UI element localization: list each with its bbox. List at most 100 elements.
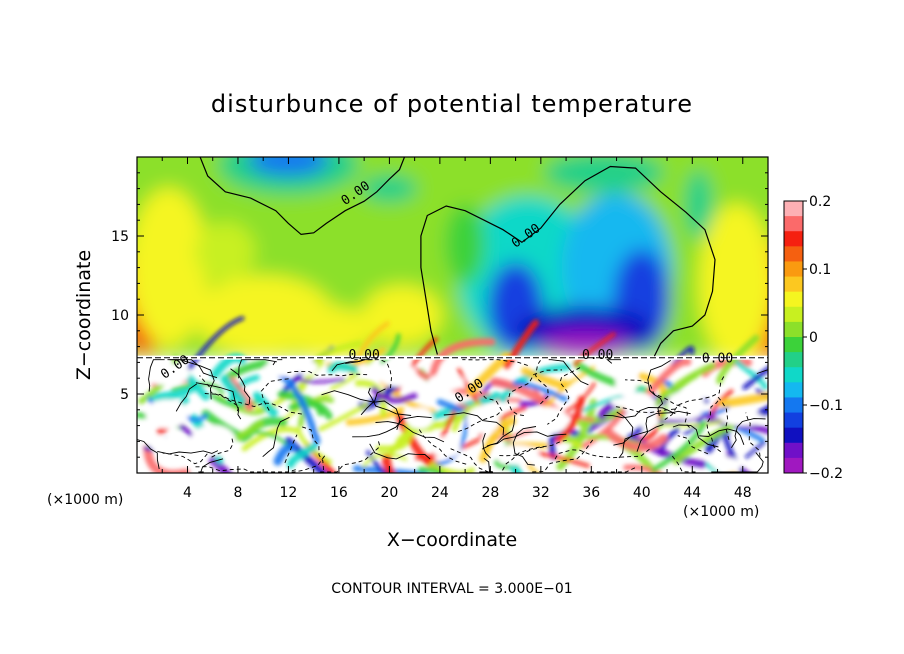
contour-negative: [547, 367, 581, 425]
x-axis-label: X−coordinate: [387, 529, 517, 551]
contour-positive: [195, 382, 242, 420]
lower-streak: [273, 442, 297, 466]
lower-streak: [366, 450, 387, 473]
x-unit-right: (×1000 m): [683, 504, 759, 520]
contour-negative: [354, 359, 392, 389]
x-tick-label: 32: [532, 485, 550, 501]
lower-streak: [371, 386, 418, 404]
chart-title: disturbunce of potential temperature: [211, 90, 693, 118]
contour-negative: [579, 467, 636, 473]
lower-layer: [137, 316, 768, 473]
contour-positive: [548, 359, 589, 386]
lower-pocket: [296, 360, 318, 375]
lower-streak: [171, 382, 225, 395]
lower-streak: [288, 399, 333, 420]
lower-streak: [653, 362, 716, 407]
colorbar: 0.2 0.1 0 −0.1 −0.2: [783, 194, 843, 482]
y-axis-label: Z−coordinate: [73, 250, 95, 380]
lower-streak: [512, 380, 568, 402]
field-blob: [195, 221, 256, 282]
lower-pocket: [145, 399, 189, 429]
contour-negative: [199, 375, 240, 412]
contour-positive: [699, 428, 745, 445]
contour-positive: [137, 439, 160, 470]
contour-positive: [331, 359, 365, 372]
contour-positive: [443, 412, 505, 436]
contour-positive: [175, 383, 198, 412]
lower-pocket: [622, 392, 655, 416]
lower-streak: [651, 420, 707, 473]
lower-streak: [312, 340, 363, 365]
y-tick-label: 15: [111, 229, 129, 245]
contour-positive: [238, 359, 277, 379]
plot-area: [137, 157, 768, 473]
contour-positive: [360, 388, 386, 416]
lower-streak: [429, 338, 496, 379]
lower-pocket: [407, 407, 434, 429]
field-blob: [445, 203, 486, 284]
contour-label-group: 0.00: [582, 348, 613, 363]
x-tick-label: 24: [431, 485, 449, 501]
colorbar-swatch: [784, 306, 803, 323]
lower-streak: [327, 361, 360, 374]
contour-positive: [482, 432, 491, 459]
contour-positive: [198, 458, 224, 473]
lower-pocket: [638, 413, 659, 429]
colorbar-swatch: [784, 246, 803, 262]
contour-negative: [211, 438, 234, 458]
contour-positive: [369, 443, 431, 460]
lower-streak: [580, 387, 645, 413]
lower-streak: [362, 452, 408, 468]
contour-label: 0.00: [702, 351, 733, 366]
contour-positive: [512, 426, 537, 466]
colorbar-tick-label: −0.1: [809, 398, 843, 414]
lower-pocket: [264, 360, 301, 377]
lower-pocket: [142, 363, 190, 385]
lower-streak: [187, 316, 245, 371]
contour-negative: [284, 434, 298, 464]
contour-positive: [262, 416, 290, 458]
contour-negative: [204, 393, 303, 415]
lower-streak: [521, 367, 567, 390]
contour-negative: [287, 370, 368, 377]
contour-negative: [745, 412, 761, 457]
lower-streak: [396, 421, 445, 445]
lower-streak: [330, 356, 376, 390]
field-blob: [248, 157, 329, 177]
colorbar-swatch: [784, 397, 803, 414]
colorbar-swatch: [784, 457, 803, 474]
contour-negative: [664, 376, 725, 420]
contour-label-group: 0.00: [702, 351, 733, 366]
lower-streak: [716, 334, 760, 385]
contour-negative: [677, 435, 709, 455]
colorbar-swatch: [784, 216, 803, 232]
lower-pocket: [150, 436, 198, 455]
lower-streak: [451, 401, 481, 432]
lower-pocket: [431, 437, 461, 458]
colorbar-swatch: [784, 321, 803, 338]
lower-streak: [241, 426, 299, 452]
contour-negative: [260, 378, 291, 411]
lower-streak: [143, 443, 190, 473]
contour-interval-label: CONTOUR INTERVAL = 3.000E−01: [331, 581, 572, 597]
field-blob: [684, 169, 713, 240]
lower-streak: [479, 417, 517, 463]
contour-negative: [530, 439, 594, 473]
field-blob: [361, 174, 418, 203]
lower-streak: [555, 395, 585, 444]
lower-streak: [719, 392, 768, 408]
contour-positive: [606, 359, 621, 364]
colorbar-swatch: [784, 261, 803, 278]
lower-pocket: [527, 406, 569, 435]
contour-negative: [272, 359, 284, 366]
x-tick-label: 48: [734, 485, 752, 501]
contour-label: 0.00: [349, 348, 380, 363]
contour-negative: [498, 446, 544, 457]
field-blob: [437, 157, 518, 190]
contour-label-group: 0.00: [349, 348, 380, 363]
contour-positive: [756, 369, 768, 374]
colorbar-swatch: [784, 367, 803, 383]
contour-positive: [157, 450, 219, 455]
contour-positive: [230, 368, 251, 405]
contour-positive: [636, 410, 691, 452]
